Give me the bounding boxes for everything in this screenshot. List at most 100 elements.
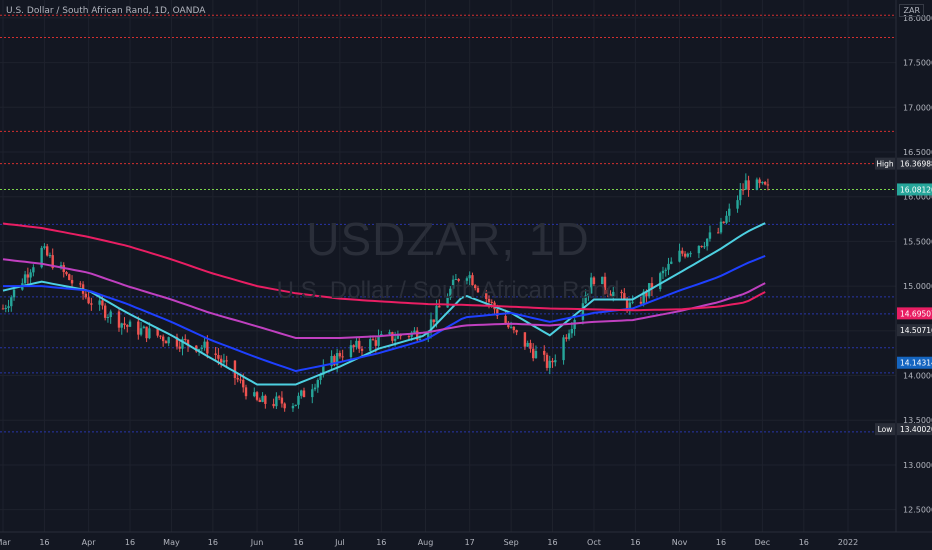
candle-body bbox=[335, 353, 339, 366]
candle-body bbox=[474, 285, 477, 289]
time-axis-tick: 16 bbox=[39, 538, 49, 547]
candle-body bbox=[272, 403, 275, 407]
candle-body bbox=[280, 397, 284, 404]
candle-body bbox=[741, 189, 745, 191]
time-axis-tick: 16 bbox=[376, 538, 386, 547]
candle-body bbox=[90, 303, 93, 305]
price-label-value: 14.14314 bbox=[900, 359, 932, 368]
candle-body bbox=[496, 309, 499, 316]
price-label-tag: High bbox=[876, 160, 893, 169]
candle-body bbox=[374, 340, 377, 346]
candle-body bbox=[545, 354, 549, 368]
time-axis[interactable]: Mar 16 Apr 16 May 16 Jun 16 Jul 16 Aug 17 Sep 16 Oct 16… bbox=[0, 538, 858, 547]
time-axis-tick: 17 bbox=[465, 538, 475, 547]
candle-body bbox=[297, 395, 300, 405]
candle-body bbox=[338, 353, 342, 357]
candle-body bbox=[369, 339, 372, 351]
time-axis-tick: May bbox=[163, 538, 180, 547]
candle-body bbox=[164, 341, 168, 344]
candle-body bbox=[451, 279, 455, 289]
candle-body bbox=[139, 328, 143, 335]
candle-body bbox=[485, 292, 488, 299]
candle-body bbox=[377, 336, 380, 346]
candle-body bbox=[413, 330, 416, 333]
candle-body bbox=[322, 366, 325, 375]
price-axis-tick: 15.00000 bbox=[903, 282, 932, 291]
candle-body bbox=[523, 332, 527, 347]
candle-body bbox=[109, 311, 112, 318]
time-axis-tick: 16 bbox=[293, 538, 303, 547]
candle-body bbox=[159, 335, 162, 337]
candle-body bbox=[670, 261, 673, 264]
moving-averages bbox=[2, 222, 766, 386]
name-watermark: U.S. Dollar / South African Rand bbox=[276, 277, 620, 304]
candle-body bbox=[763, 181, 767, 185]
candle-body bbox=[68, 274, 71, 280]
price-label-box bbox=[897, 324, 932, 337]
candle-body bbox=[117, 311, 121, 328]
candle-body bbox=[418, 338, 422, 340]
candle-body bbox=[703, 246, 706, 248]
candle-body bbox=[45, 246, 49, 256]
candle-body bbox=[623, 293, 626, 300]
candle-body bbox=[612, 291, 615, 297]
candle-body bbox=[551, 360, 554, 363]
candle-body bbox=[264, 395, 267, 404]
candle-body bbox=[352, 345, 355, 348]
candle-body bbox=[360, 348, 364, 351]
candle-body bbox=[454, 279, 458, 281]
time-axis-tick: 16 bbox=[125, 538, 135, 547]
candle-body bbox=[214, 353, 217, 356]
candle-body bbox=[686, 253, 690, 257]
candle-body bbox=[219, 358, 223, 363]
time-axis-tick: 16 bbox=[630, 538, 640, 547]
candle-body bbox=[355, 340, 358, 348]
candle-body bbox=[316, 379, 320, 388]
candle-body bbox=[683, 253, 687, 257]
candle-body bbox=[79, 283, 82, 285]
candle-body bbox=[7, 306, 10, 308]
candle-body bbox=[755, 179, 759, 190]
candle-body bbox=[562, 337, 565, 361]
price-labels: 16.36988 High 16.08120 14.69507 14.50716 14.1… bbox=[875, 157, 932, 436]
candle-body bbox=[758, 179, 761, 184]
candle-body bbox=[341, 356, 344, 358]
time-axis-tick: 16 bbox=[799, 538, 809, 547]
candle-body bbox=[48, 255, 52, 257]
candle-body bbox=[330, 356, 333, 367]
candle-body bbox=[161, 336, 165, 342]
price-label-box bbox=[897, 423, 932, 436]
price-axis-tick: 15.50000 bbox=[903, 237, 932, 246]
candle-body bbox=[101, 300, 104, 306]
price-axis-tick: 17.50000 bbox=[903, 59, 932, 68]
candle-body bbox=[659, 273, 662, 290]
candle-body bbox=[43, 246, 46, 248]
candle-body bbox=[719, 221, 723, 233]
candle-body bbox=[509, 326, 513, 328]
candle-body bbox=[645, 291, 648, 297]
candle-body bbox=[407, 336, 411, 338]
candle-body bbox=[531, 348, 535, 359]
candle-body bbox=[236, 377, 239, 380]
currency-badge[interactable]: ZAR bbox=[899, 4, 924, 17]
candle-body bbox=[255, 392, 259, 400]
ema-fast-line bbox=[2, 222, 766, 386]
candle-body bbox=[534, 350, 538, 359]
candle-body bbox=[26, 274, 30, 278]
candle-body bbox=[283, 403, 286, 409]
candle-body bbox=[128, 321, 132, 327]
time-axis-tick: Sep bbox=[504, 538, 519, 547]
candle-body bbox=[625, 299, 629, 310]
candle-body bbox=[504, 315, 507, 325]
price-label-tag-box bbox=[875, 157, 895, 170]
candle-body bbox=[490, 301, 493, 303]
time-axis-tick: Apr bbox=[82, 538, 97, 547]
candle-body bbox=[120, 323, 123, 328]
candle-body bbox=[468, 275, 471, 279]
candle-body bbox=[529, 342, 532, 349]
candle-body bbox=[487, 298, 491, 302]
candle-body bbox=[319, 374, 322, 380]
candle-body bbox=[200, 347, 204, 349]
candle-body bbox=[32, 267, 35, 273]
